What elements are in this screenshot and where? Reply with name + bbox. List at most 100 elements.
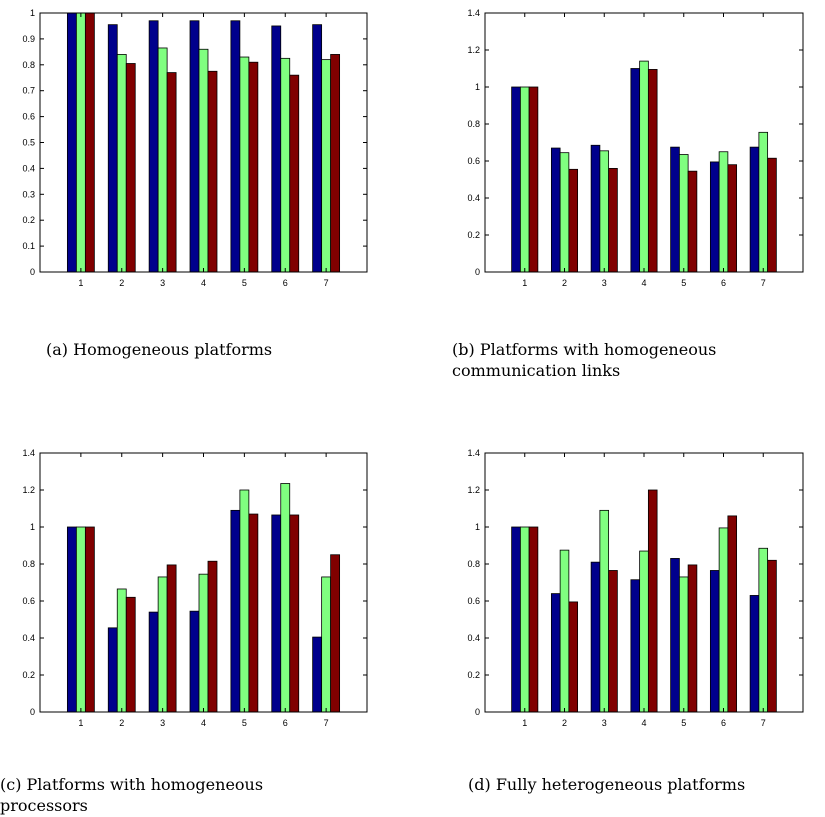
y-tick-label: 0.4 xyxy=(22,163,35,173)
y-tick-label: 0.4 xyxy=(22,633,35,643)
bar-c-s2-c5 xyxy=(239,489,250,713)
bar-d-s1-c3 xyxy=(590,561,601,713)
y-tick-label: 0 xyxy=(30,267,35,277)
y-tick-label: 0.9 xyxy=(22,34,35,44)
bar-c-s2-c3 xyxy=(157,576,168,713)
bar-a-s3-c2 xyxy=(125,63,136,273)
bar-a-s1-c5 xyxy=(230,20,241,273)
y-tick-label: 0.6 xyxy=(22,596,35,606)
chart-panel-c: 0 0.2 0.4 0.6 0.8 1 1.2 1.4 1 2 3 4 5 6 7 xyxy=(22,448,368,728)
y-tick-label: 0.6 xyxy=(22,112,35,122)
bar-a-s2-c2 xyxy=(116,54,127,273)
bar-c-s3-c1 xyxy=(84,526,95,713)
x-tick-label: 2 xyxy=(119,278,124,288)
x-tick-label: 7 xyxy=(761,718,766,728)
chart-panel-d: 0 0.2 0.4 0.6 0.8 1 1.2 1.4 1 2 3 4 5 6 7 xyxy=(467,448,804,728)
y-tick-label: 0 xyxy=(475,267,480,277)
bar-a-s1-c6 xyxy=(271,25,282,273)
y-tick-label: 0.8 xyxy=(22,60,35,70)
y-tick-label: 0 xyxy=(30,707,35,717)
y-tick-label: 1.4 xyxy=(467,8,480,18)
y-tick-label: 0.6 xyxy=(467,596,480,606)
bar-a-s1-c4 xyxy=(189,20,200,273)
x-tick-label: 6 xyxy=(721,718,726,728)
x-tick-label: 3 xyxy=(160,278,165,288)
bar-c-s3-c2 xyxy=(125,596,136,713)
bar-a-s3-c3 xyxy=(166,72,177,273)
bar-b-s1-c5 xyxy=(670,146,680,273)
bar-c-s1-c5 xyxy=(230,509,241,713)
bar-b-s3-c1 xyxy=(528,86,539,273)
bar-a-s3-c7 xyxy=(330,54,341,273)
bar-d-s2-c7 xyxy=(758,547,769,713)
x-tick-label: 7 xyxy=(324,718,329,728)
bar-a-s1-c3 xyxy=(148,20,159,273)
y-tick-label: 0 xyxy=(475,707,480,717)
chart-panel-b: 0 0.2 0.4 0.6 0.8 1 1.2 1.4 1 2 3 4 5 6 7 xyxy=(467,8,804,288)
bar-b-s2-c2 xyxy=(559,152,570,273)
bar-d-s3-c1 xyxy=(528,526,539,713)
caption-d: (d) Fully heterogeneous platforms xyxy=(468,775,746,794)
bar-d-s1-c1 xyxy=(511,526,521,713)
bar-c-s1-c7 xyxy=(312,636,323,713)
bar-c-s1-c2 xyxy=(107,627,118,713)
bar-b-s3-c6 xyxy=(727,164,738,273)
bar-a-s2-c7 xyxy=(321,59,332,273)
bar-a-s1-c2 xyxy=(107,24,118,273)
bar-b-s1-c4 xyxy=(630,68,641,273)
bar-d-s2-c4 xyxy=(639,550,649,713)
bar-c-s1-c1 xyxy=(66,526,77,713)
chart-panel-a: 0 0.1 0.2 0.3 0.4 0.5 0.6 0.7 0.8 0.9 1 1 2 3 4 5 6 7 xyxy=(22,8,368,288)
x-tick-label: 6 xyxy=(721,278,726,288)
bar-a-s3-c6 xyxy=(289,74,300,273)
y-tick-label: 1 xyxy=(475,522,480,532)
caption-c: (c) Platforms with homogeneous processor… xyxy=(0,775,264,815)
bar-d-s2-c6 xyxy=(718,527,729,713)
x-tick-label: 4 xyxy=(201,718,206,728)
bar-b-s1-c7 xyxy=(749,146,760,273)
bar-c-s2-c2 xyxy=(116,588,127,713)
bar-a-s2-c5 xyxy=(239,56,250,273)
y-tick-label: 0.6 xyxy=(467,156,480,166)
x-tick-label: 4 xyxy=(641,278,646,288)
y-tick-label: 1 xyxy=(30,522,35,532)
x-tick-label: 6 xyxy=(283,278,288,288)
bar-d-s3-c3 xyxy=(608,570,618,713)
y-tick-label: 0.1 xyxy=(22,241,35,251)
bar-a-s2-c6 xyxy=(280,57,291,273)
y-tick-label: 0.4 xyxy=(467,193,480,203)
bar-d-s1-c7 xyxy=(749,595,760,713)
bar-c-s3-c3 xyxy=(166,564,177,713)
bar-b-s3-c5 xyxy=(687,170,698,273)
bar-d-s2-c5 xyxy=(678,576,689,713)
bar-c-s2-c4 xyxy=(198,573,209,713)
y-tick-label: 1.4 xyxy=(22,448,35,458)
x-tick-label: 1 xyxy=(78,278,83,288)
x-tick-label: 1 xyxy=(522,278,527,288)
y-tick-label: 1.2 xyxy=(22,485,35,495)
y-tick-label: 1 xyxy=(30,8,35,18)
bar-c-s1-c3 xyxy=(148,611,159,713)
bar-b-s3-c2 xyxy=(568,168,579,273)
caption-a: (a) Homogeneous platforms xyxy=(46,340,273,359)
bar-d-s2-c3 xyxy=(599,509,610,713)
y-tick-label: 0.2 xyxy=(467,670,480,680)
bar-b-s2-c6 xyxy=(718,151,729,273)
y-tick-label: 0.2 xyxy=(467,230,480,240)
bar-d-s3-c4 xyxy=(647,489,658,713)
bar-d-s1-c6 xyxy=(709,570,720,713)
bar-b-s2-c1 xyxy=(519,86,530,273)
y-tick-label: 1.2 xyxy=(467,45,480,55)
y-tick-label: 0.8 xyxy=(22,559,35,569)
bar-c-s2-c1 xyxy=(75,526,86,713)
bar-a-s1-c7 xyxy=(312,24,323,273)
bar-b-s2-c5 xyxy=(678,154,689,273)
x-tick-label: 7 xyxy=(761,278,766,288)
bar-a-s2-c1 xyxy=(75,12,86,273)
x-tick-label: 5 xyxy=(681,278,686,288)
bar-a-s3-c1 xyxy=(84,12,95,273)
bar-a-s2-c4 xyxy=(198,48,209,273)
bar-c-s1-c6 xyxy=(271,514,282,713)
bar-d-s3-c2 xyxy=(568,601,579,713)
x-tick-label: 6 xyxy=(283,718,288,728)
